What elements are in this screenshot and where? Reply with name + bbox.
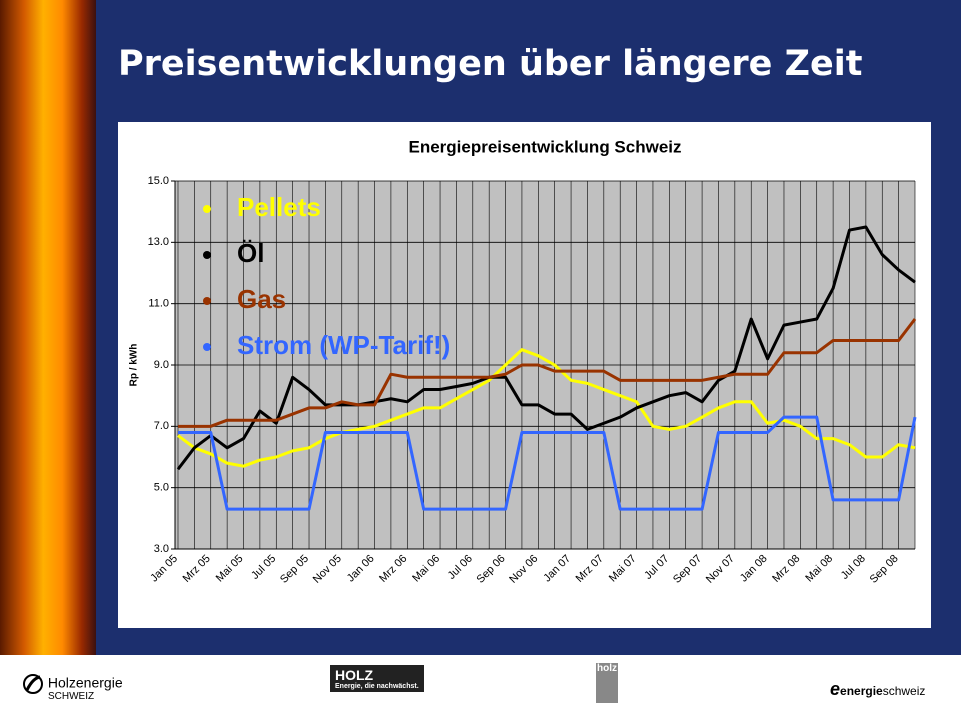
- logo-subtext: Energie, die nachwächst.: [335, 683, 419, 690]
- logo-text: HOLZ: [335, 667, 373, 683]
- chart-title: Energiepreisentwicklung Schweiz: [408, 137, 681, 156]
- y-tick-label: 13.0: [148, 236, 169, 248]
- legend-bullet: [203, 205, 211, 213]
- legend-label: Öl: [237, 238, 264, 268]
- legend-label: Strom (WP-Tarif!): [237, 330, 450, 360]
- y-tick-label: 5.0: [154, 482, 169, 494]
- logo-holzenergie: Holzenergie SCHWEIZ: [22, 673, 123, 702]
- y-tick-label: 3.0: [154, 543, 169, 555]
- logo-holz-small: holz: [596, 663, 618, 703]
- y-tick-label: 9.0: [154, 359, 169, 371]
- logo-holz: HOLZ Energie, die nachwächst.: [330, 665, 424, 692]
- y-tick-label: 7.0: [154, 420, 169, 432]
- y-axis-label: Rp / kWh: [129, 344, 140, 387]
- legend-bullet: [203, 343, 211, 351]
- y-tick-label: 15.0: [148, 175, 169, 187]
- legend-label: Gas: [237, 284, 286, 314]
- logo-icon: [22, 673, 44, 695]
- logo-energieschweiz: eenergieschweiz: [830, 679, 925, 700]
- footer: Holzenergie SCHWEIZ HOLZ Energie, die na…: [0, 655, 961, 720]
- legend-bullet: [203, 251, 211, 259]
- legend-bullet: [203, 297, 211, 305]
- legend-label: Pellets: [237, 192, 321, 222]
- chart: Energiepreisentwicklung Schweiz Rp / kWh…: [118, 122, 931, 628]
- fire-image: [0, 0, 96, 655]
- logo-text: energie: [840, 684, 883, 698]
- slide: Preisentwicklungen über längere Zeit Ene…: [0, 0, 961, 720]
- y-tick-label: 11.0: [148, 298, 169, 310]
- logo-subtext: SCHWEIZ: [48, 691, 123, 702]
- logo-text: Holzenergie: [48, 675, 123, 691]
- logo-text: schweiz: [883, 684, 926, 698]
- slide-title: Preisentwicklungen über längere Zeit: [118, 44, 862, 84]
